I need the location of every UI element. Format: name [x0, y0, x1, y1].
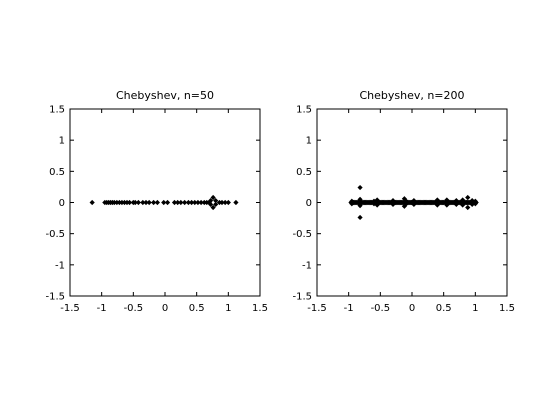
- y-tick-label: 0: [306, 198, 312, 209]
- y-tick-label: 1.5: [296, 105, 312, 116]
- data-point: [357, 214, 363, 221]
- data-point: [349, 201, 355, 207]
- y-tick-label: 0.5: [296, 167, 312, 178]
- x-tick-label: -0.5: [124, 303, 144, 314]
- data-point: [225, 199, 231, 206]
- data-point: [195, 199, 201, 206]
- data-point: [132, 199, 138, 206]
- data-point: [198, 199, 204, 206]
- x-tick-label: -1.5: [307, 303, 327, 314]
- data-points: [89, 194, 239, 211]
- y-tick-label: 1: [306, 136, 312, 147]
- data-point: [444, 202, 450, 208]
- data-point: [401, 196, 407, 202]
- data-point: [208, 201, 214, 207]
- chart-panel-right: Chebyshev, n=200 -1.5 -1 -0.5 0 0.5 1 1.5-1.5-…: [292, 89, 514, 314]
- y-tick-label: 0: [59, 198, 65, 209]
- axis-ticks: -1.5 -1 -0.5 0 0.5 1 1.5 -1.5 -1 -0.5 0 0.5 1 1.5: [292, 105, 514, 315]
- data-point: [469, 201, 475, 207]
- data-point: [143, 199, 149, 206]
- data-point: [210, 194, 216, 201]
- x-tick-label: 0.5: [436, 303, 452, 314]
- data-point: [390, 201, 396, 207]
- data-point: [171, 199, 178, 206]
- data-point: [192, 199, 198, 206]
- data-point: [460, 202, 466, 208]
- y-tick-label: -1: [302, 260, 312, 271]
- data-point: [189, 199, 195, 206]
- data-point: [357, 196, 363, 202]
- data-point: [222, 199, 228, 206]
- x-tick-label: 0: [409, 303, 415, 314]
- chart-title: Chebyshev, n=50: [116, 89, 214, 102]
- data-point: [161, 199, 167, 206]
- data-point: [219, 199, 225, 206]
- data-point: [126, 199, 133, 206]
- x-tick-label: -1: [97, 303, 107, 314]
- data-point: [233, 199, 239, 206]
- data-point: [434, 197, 440, 203]
- y-tick-label: -0.5: [292, 229, 312, 240]
- data-point: [140, 199, 146, 206]
- data-point: [444, 197, 450, 203]
- data-point: [401, 203, 407, 209]
- data-point: [453, 201, 459, 207]
- data-point: [357, 203, 363, 209]
- y-tick-label: -1.5: [292, 292, 312, 303]
- data-point: [465, 194, 471, 201]
- x-tick-label: 0.5: [189, 303, 205, 314]
- y-tick-label: -1.5: [45, 292, 65, 303]
- data-point: [175, 199, 181, 206]
- x-tick-label: 0: [162, 303, 168, 314]
- data-point: [135, 199, 141, 206]
- x-tick-label: -1.5: [60, 303, 80, 314]
- x-tick-label: 1.5: [252, 303, 268, 314]
- data-points: [348, 184, 479, 221]
- data-point: [469, 198, 475, 204]
- data-point: [185, 199, 192, 206]
- data-point: [434, 202, 440, 208]
- chart-panel-left: Chebyshev, n=50 -1.5 -1 -0.5 0 0.5 1 1.5-1.5-1…: [45, 89, 267, 314]
- x-tick-label: -1: [344, 303, 354, 314]
- chart-title: Chebyshev, n=200: [359, 89, 464, 102]
- x-tick-label: 1.5: [499, 303, 515, 314]
- data-point: [403, 198, 409, 204]
- data-point: [154, 199, 160, 206]
- y-tick-label: 1.5: [49, 105, 65, 116]
- data-point: [453, 198, 459, 204]
- data-point: [371, 201, 377, 207]
- y-tick-label: 0.5: [49, 167, 65, 178]
- data-point: [411, 198, 417, 204]
- y-tick-label: -1: [55, 260, 65, 271]
- data-point: [390, 198, 396, 204]
- data-point: [403, 201, 409, 207]
- data-point: [460, 197, 466, 203]
- data-point: [210, 204, 216, 211]
- y-tick-label: 1: [59, 136, 65, 147]
- data-point: [164, 199, 171, 206]
- data-point: [146, 199, 152, 206]
- data-point: [213, 201, 219, 207]
- data-point: [89, 199, 95, 206]
- y-tick-label: -0.5: [45, 229, 65, 240]
- data-point: [472, 201, 478, 207]
- data-point: [411, 201, 417, 207]
- x-tick-label: 1: [225, 303, 231, 314]
- data-point: [151, 199, 157, 206]
- data-point: [357, 184, 363, 191]
- data-point: [208, 198, 214, 204]
- data-point: [182, 199, 188, 206]
- axis-ticks: -1.5 -1 -0.5 0 0.5 1 1.5 -1.5 -1 -0.5 0 0.5 1 1.5: [45, 105, 267, 315]
- data-point: [465, 204, 471, 211]
- x-tick-label: -0.5: [371, 303, 391, 314]
- x-tick-label: 1: [472, 303, 478, 314]
- data-point: [213, 198, 219, 204]
- data-point: [178, 199, 184, 206]
